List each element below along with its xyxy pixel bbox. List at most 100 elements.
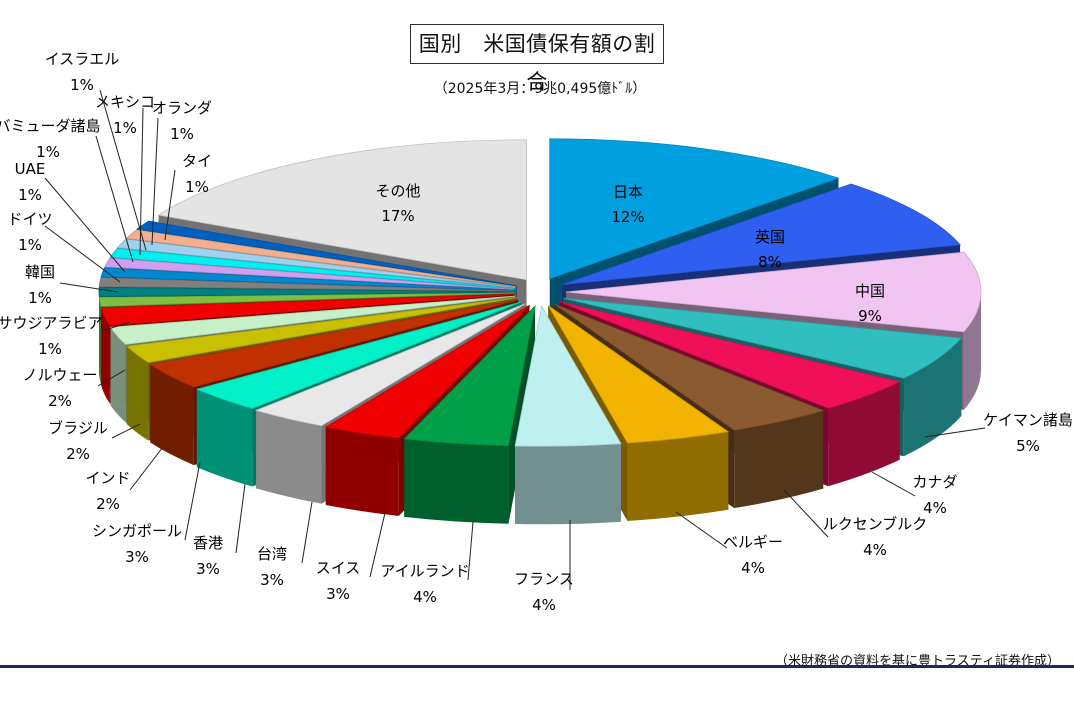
slice-label-name: ルクセンブルク [823, 515, 928, 533]
slice-label: イスラエル 1% [45, 50, 147, 251]
leader-line [99, 89, 147, 251]
leader-line [184, 461, 201, 541]
pie-slice [514, 305, 622, 525]
slice-label: オランダ 1% [151, 99, 212, 246]
slice-label: 英国 8% [755, 228, 785, 271]
slice-label-value: 17% [381, 207, 414, 225]
slice-label-value: 12% [611, 208, 644, 226]
slice-label: メキシコ 1% [95, 93, 155, 256]
slice-label-value: 2% [48, 392, 72, 410]
slice-label: カナダ 4% [871, 471, 958, 517]
slice-label: ルクセンブルク 4% [783, 489, 928, 559]
slice-label: 韓国 1% [25, 263, 119, 307]
slice-label-name: その他 [375, 182, 420, 200]
chart-title: 国別 米国債保有額の割合 [410, 24, 664, 94]
leader-line [111, 423, 141, 439]
slice-label: ケイマン諸島 5% [924, 411, 1073, 455]
slice-label-value: 1% [18, 186, 42, 204]
slice-label: スイス 3% [316, 512, 386, 603]
slice-label-value: 4% [532, 596, 556, 614]
slice-label-value: 2% [66, 445, 90, 463]
leader-line [369, 512, 386, 578]
leader-line [924, 427, 986, 438]
slice-label-value: 1% [18, 236, 42, 254]
slice-label-name: 中国 [855, 282, 885, 300]
slice-label-name: イスラエル [45, 50, 120, 68]
slice-label: タイ 1% [164, 152, 212, 241]
leader-line [871, 471, 916, 497]
slice-label: インド 2% [85, 446, 164, 513]
slice-label-name: 韓国 [25, 263, 55, 281]
leader-line [97, 369, 126, 387]
slice-label-value: 1% [70, 76, 94, 94]
slice-label-value: 1% [36, 143, 60, 161]
slice-label: フランス 4% [514, 520, 574, 614]
slice-label: バミューダ諸島 1% [0, 117, 134, 263]
leader-line [129, 446, 164, 491]
slice-label-name: 香港 [193, 534, 223, 552]
slice-label: 台湾 3% [257, 501, 313, 589]
slice-label: 中国 9% [855, 282, 885, 325]
slice-label: 香港 3% [193, 483, 246, 578]
slice-label-name: メキシコ [95, 93, 155, 111]
slice-label-value: 4% [413, 588, 437, 606]
slice-label-name: カナダ [912, 473, 957, 491]
slice-label-value: 4% [923, 499, 947, 517]
leader-line [467, 521, 474, 581]
slice-label: シンガポール 3% [92, 461, 201, 566]
slice-label-name: ドイツ [7, 210, 52, 228]
bottom-rule [0, 665, 1074, 668]
slice-label-name: フランス [514, 570, 574, 588]
leader-line [95, 135, 134, 263]
slice-label-name: UAE [15, 160, 46, 178]
leader-line [301, 501, 313, 564]
slice-label-name: アイルランド [380, 562, 469, 580]
slice-label-name: 日本 [613, 183, 643, 201]
slice-label-name: オランダ [152, 99, 212, 117]
slice-label-value: 9% [858, 307, 882, 325]
slice-label-value: 3% [260, 571, 284, 589]
slice-label: ドイツ 1% [7, 210, 121, 283]
leader-line [235, 483, 246, 554]
slice-label-value: 1% [113, 119, 137, 137]
leader-line [164, 169, 176, 241]
slice-label-value: 1% [38, 340, 62, 358]
slice-label-value: 1% [170, 125, 194, 143]
slice-label-name: サウジアラビア [0, 314, 103, 332]
leader-line [59, 282, 119, 293]
leader-line [783, 489, 829, 538]
slice-label-name: タイ [182, 152, 212, 170]
slice-label: サウジアラビア 1% [0, 314, 131, 358]
slice-label-name: ブラジル [48, 419, 108, 437]
slice-label-name: 台湾 [257, 545, 287, 563]
slice-label-value: 8% [758, 253, 782, 271]
slice-label-value: 4% [863, 541, 887, 559]
slice-label-name: バミューダ諸島 [0, 117, 101, 135]
chart-subtitle: （2025年3月：9兆0,495億ﾄﾞﾙ） [433, 81, 647, 97]
slice-label: 日本 12% [611, 183, 644, 226]
slice-label: アイルランド 4% [380, 521, 474, 606]
slice-label-name: シンガポール [92, 522, 182, 540]
slice-label-name: 英国 [755, 228, 785, 246]
leader-line [675, 511, 728, 549]
leader-line [101, 321, 131, 332]
slice-label-value: 5% [1016, 437, 1040, 455]
slice-label-value: 1% [185, 178, 209, 196]
slice-label-value: 3% [125, 548, 149, 566]
slice-label: UAE 1% [15, 160, 126, 273]
slice-label: ベルギー 4% [675, 511, 783, 577]
slice-label-value: 3% [326, 585, 350, 603]
leader-line [44, 177, 126, 273]
leader-line [44, 225, 121, 283]
leader-line [151, 117, 159, 246]
slice-label-name: スイス [316, 559, 361, 577]
slice-label-name: ノルウェー [22, 366, 97, 384]
slice-label-value: 4% [741, 559, 765, 577]
slice-label: ノルウェー 2% [22, 366, 126, 410]
slice-label-name: ベルギー [723, 533, 783, 551]
slice-label-name: インド [85, 469, 130, 487]
pie-slice [403, 304, 536, 524]
slice-label-name: ケイマン諸島 [983, 411, 1073, 429]
slice-label: その他 17% [375, 182, 420, 225]
